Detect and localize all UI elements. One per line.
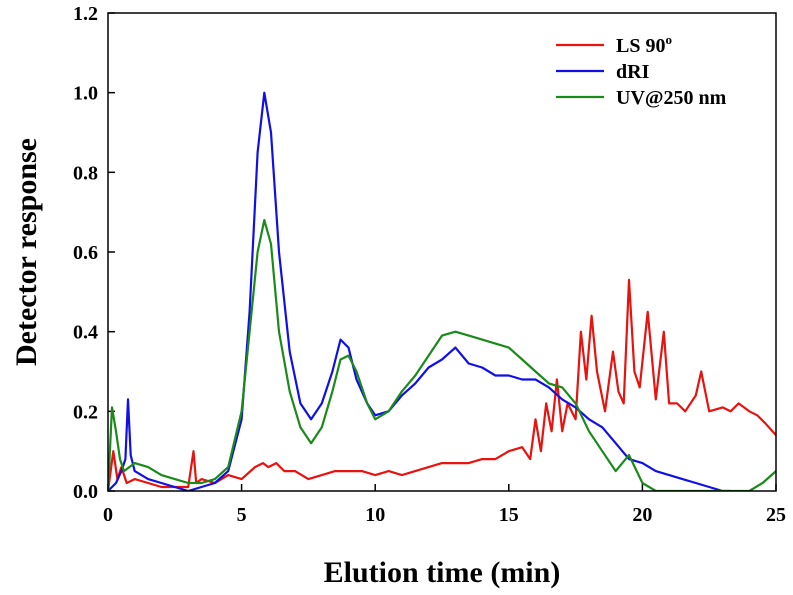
legend-label-text: LS 90 xyxy=(616,35,665,57)
x-tick-label: 20 xyxy=(632,504,652,526)
x-tick-label: 0 xyxy=(103,504,113,526)
legend-label-text: UV@250 nm xyxy=(616,87,727,109)
y-axis-title: Detector response xyxy=(10,138,43,366)
y-tick-label: 0.0 xyxy=(73,481,98,503)
legend-label-2: UV@250 nm xyxy=(616,87,727,109)
legend-label-1: dRI xyxy=(616,61,650,83)
tick-layer: 0 5 10 15 20 25 0.0 0.2 0.4 0.6 0.8 1.0 1.2 xyxy=(73,3,786,526)
series-line-1 xyxy=(108,91,731,491)
series-line-0 xyxy=(108,278,776,491)
y-tick-label: 0.8 xyxy=(73,162,98,184)
legend-label-text: dRI xyxy=(616,61,650,83)
y-tick-label: 0.2 xyxy=(73,401,98,423)
x-tick-label: 10 xyxy=(365,504,385,526)
y-tick-label: 0.6 xyxy=(73,242,98,264)
series-line-2 xyxy=(108,219,776,491)
y-tick-label: 0.4 xyxy=(73,322,98,344)
x-axis-title: Elution time (min) xyxy=(324,556,561,589)
x-tick-label: 5 xyxy=(237,504,247,526)
y-tick-label: 1.2 xyxy=(73,3,98,25)
y-tick-label: 1.0 xyxy=(73,83,98,105)
x-tick-label: 15 xyxy=(499,504,519,526)
legend-label-superscript: o xyxy=(665,32,672,47)
legend-label-0: LS 90o xyxy=(616,32,672,57)
x-tick-label: 25 xyxy=(766,504,786,526)
series-layer xyxy=(108,91,776,491)
plot-frame xyxy=(107,12,777,492)
